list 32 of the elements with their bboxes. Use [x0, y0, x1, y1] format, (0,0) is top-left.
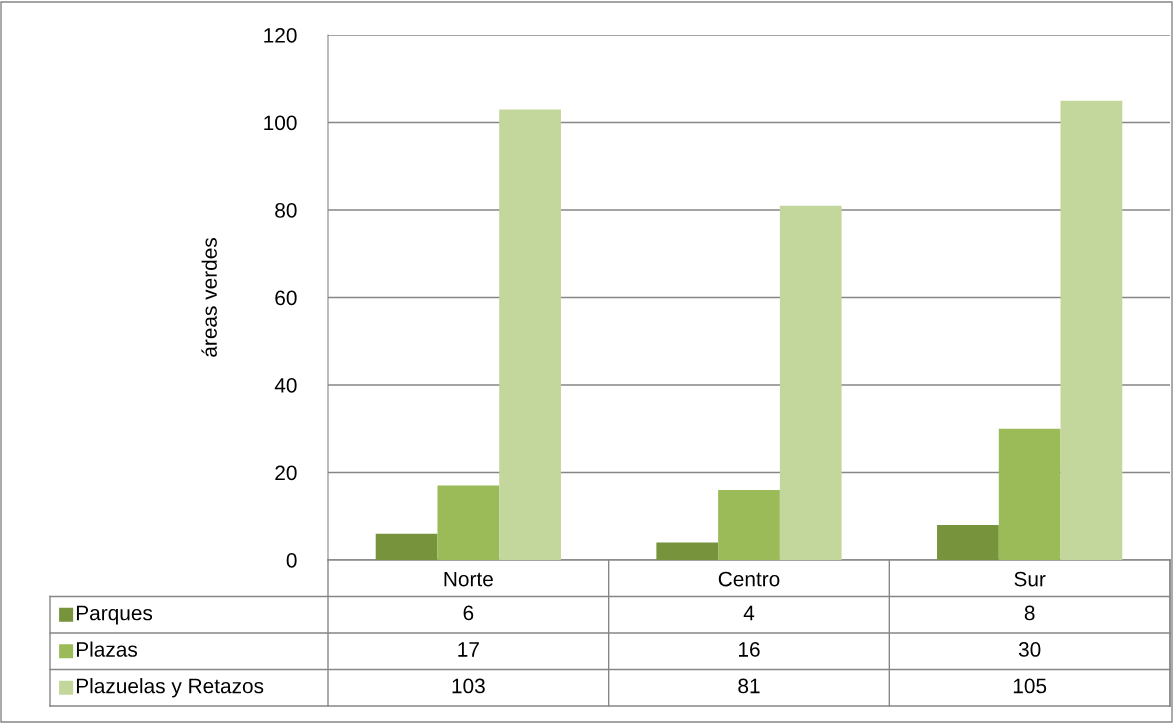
data-label: 17	[458, 642, 479, 657]
data-label: 105	[1013, 678, 1047, 694]
x-tick-label: Norte	[444, 571, 493, 587]
legend-label: Plazas	[76, 641, 138, 657]
data-label: 16	[739, 642, 760, 657]
bar	[375, 533, 438, 560]
y-tick-label: 40	[274, 378, 297, 393]
y-tick-label: 20	[275, 465, 297, 481]
bar	[1060, 100, 1123, 560]
bar	[718, 490, 780, 560]
bar	[937, 525, 999, 560]
data-label: 103	[452, 678, 485, 694]
y-tick-label: 120	[264, 28, 297, 43]
bar	[779, 205, 842, 560]
y-tick-label: 100	[264, 115, 297, 131]
data-label: 6	[463, 605, 474, 621]
legend-label: Parques	[76, 605, 153, 625]
y-tick-label: 80	[275, 203, 297, 218]
bar	[499, 109, 561, 560]
data-label: 30	[1018, 642, 1041, 657]
data-label: 8	[1024, 605, 1035, 621]
bar	[437, 485, 500, 560]
y-tick-label: 60	[275, 290, 297, 306]
bar	[656, 542, 719, 560]
legend-label: Plazuelas y Retazos	[76, 678, 264, 698]
y-tick-label: 0	[286, 553, 297, 568]
y-axis-title: áreas verdes	[201, 238, 217, 357]
data-label: 4	[743, 605, 755, 621]
data-label: 81	[738, 678, 760, 694]
bar	[998, 428, 1061, 560]
x-tick-label: Centro	[718, 571, 780, 587]
x-tick-label: Sur	[1014, 571, 1046, 587]
